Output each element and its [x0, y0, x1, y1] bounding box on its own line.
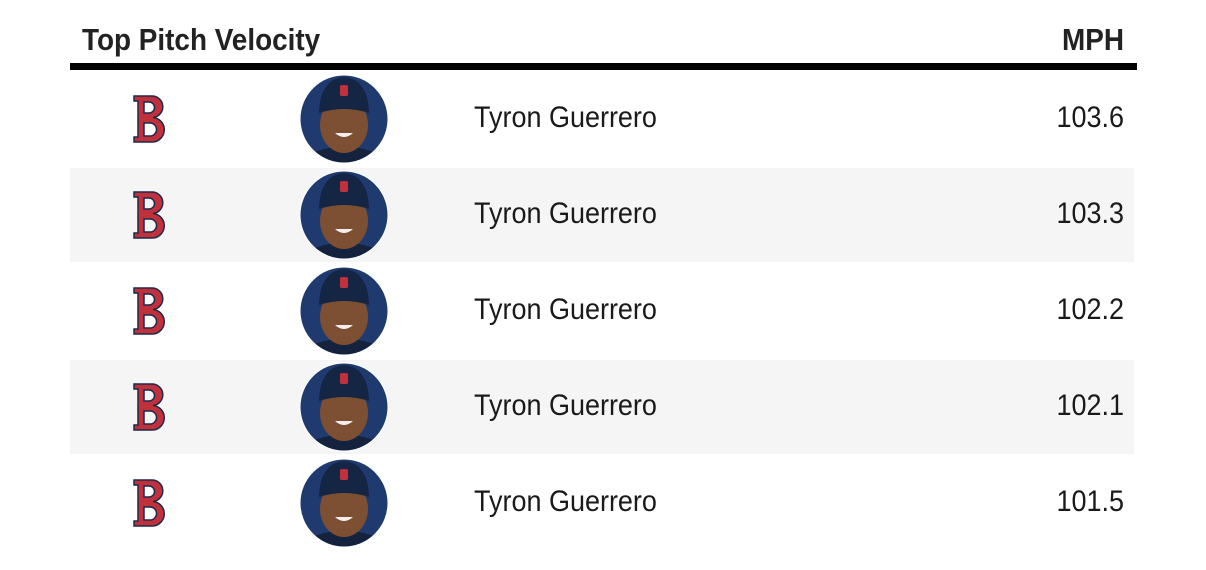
velocity-value: 102.1 [1056, 389, 1124, 423]
row-background [70, 360, 1134, 454]
table-row: Tyron Guerrero 102.1 [70, 360, 1134, 454]
table-row: Tyron Guerrero 101.5 [133, 458, 1124, 548]
velocity-value: 102.2 [1056, 293, 1124, 327]
avatar-content [300, 267, 388, 355]
avatar-border [299, 170, 389, 260]
avatar-cap-logo [340, 373, 348, 384]
table-row: Tyron Guerrero 103.3 [70, 168, 1134, 262]
avatar-border [299, 458, 389, 548]
row-background [70, 168, 1134, 262]
velocity-value: 103.3 [1056, 197, 1124, 231]
avatar-border [299, 362, 389, 452]
avatar-smile [335, 133, 353, 137]
avatar-face [320, 193, 368, 249]
player-avatar [299, 74, 389, 164]
avatar-smile [335, 517, 353, 521]
avatar-shoulders [304, 147, 384, 163]
avatar-content [300, 459, 388, 547]
velocity-value: 103.6 [1056, 101, 1124, 135]
team-logo [133, 383, 165, 431]
team-logo [133, 287, 165, 335]
avatar-shoulders [304, 339, 384, 355]
player-name: Tyron Guerrero [474, 389, 657, 423]
team-logo [133, 191, 165, 239]
unit-header: MPH [1062, 23, 1124, 58]
player-name: Tyron Guerrero [474, 485, 657, 519]
avatar-cap-logo [340, 181, 348, 192]
avatar-shoulders [304, 531, 384, 547]
avatar-content [300, 75, 388, 163]
avatar-border [299, 266, 389, 356]
avatar-shoulders [304, 243, 384, 259]
avatar-face [320, 97, 368, 153]
velocity-value: 101.5 [1056, 485, 1124, 519]
avatar-face [320, 289, 368, 345]
table-title: Top Pitch Velocity [82, 23, 321, 58]
avatar-cap-logo [340, 277, 348, 288]
table-row: Tyron Guerrero 102.2 [133, 266, 1124, 356]
avatar-content [300, 363, 388, 451]
avatar-border [299, 74, 389, 164]
avatar-face [320, 385, 368, 441]
table-row: Tyron Guerrero 103.6 [133, 74, 1124, 164]
player-avatar [299, 458, 389, 548]
avatar-content [300, 171, 388, 259]
avatar-cap-logo [340, 469, 348, 480]
team-logo [133, 95, 165, 143]
header-rule [70, 63, 1137, 70]
player-name: Tyron Guerrero [474, 197, 657, 231]
avatar-shoulders [304, 435, 384, 451]
team-logo [133, 479, 165, 527]
avatar-smile [335, 421, 353, 425]
player-avatar [299, 170, 389, 260]
player-avatar [299, 362, 389, 452]
player-name: Tyron Guerrero [474, 101, 657, 135]
player-avatar [299, 266, 389, 356]
avatar-cap-logo [340, 85, 348, 96]
avatar-face [320, 481, 368, 537]
avatar-smile [335, 325, 353, 329]
avatar-smile [335, 229, 353, 233]
player-name: Tyron Guerrero [474, 293, 657, 327]
